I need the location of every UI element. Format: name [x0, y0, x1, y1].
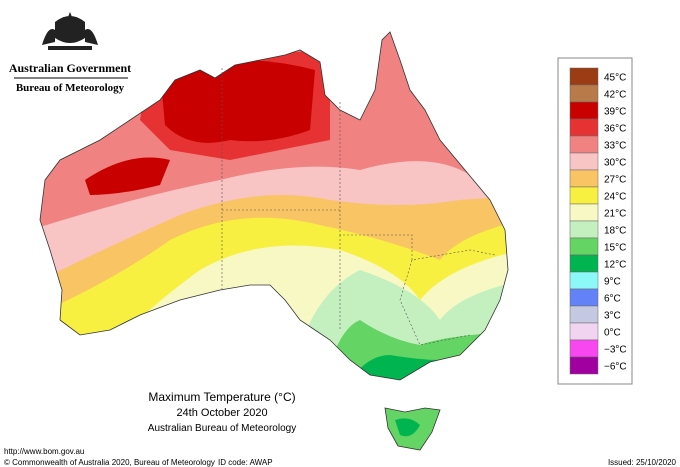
government: Australian Government: [9, 61, 131, 75]
coat-of-arms: [42, 12, 98, 50]
map-source: Australian Bureau of Meteorology: [148, 423, 296, 434]
legend-swatch: [569, 220, 599, 239]
id-code: ID code: AWAP: [218, 458, 273, 467]
legend-swatch: [569, 186, 599, 205]
legend-swatch: [569, 322, 599, 341]
legend: 45°C 42°C 39°C 36°C 33°C 30°C 27°C 24°C 21°C 18°C…: [569, 67, 627, 375]
legend-swatch: [569, 339, 599, 358]
legend-label: 42°C: [604, 90, 626, 101]
legend-label: 30°C: [604, 158, 626, 169]
legend-label: 36°C: [604, 124, 626, 135]
legend-swatch: [569, 203, 599, 222]
legend-label: 33°C: [604, 141, 626, 152]
legend-label: 45°C: [604, 73, 626, 84]
state-borders: [221, 68, 496, 346]
tasmania-highlands: [395, 418, 420, 437]
legend-swatch: [569, 118, 599, 137]
legend-label: 21°C: [604, 209, 626, 220]
legend-label: 0°C: [604, 328, 621, 339]
map-title: Maximum Temperature (°C): [148, 390, 295, 404]
legend-label: 27°C: [604, 175, 626, 186]
legend-label: −6°C: [604, 362, 627, 373]
legend-swatch: [569, 84, 599, 103]
copyright: © Commonwealth of Australia 2020, Bureau…: [4, 458, 215, 467]
legend-swatch: [569, 67, 599, 86]
legend-swatch: [569, 288, 599, 307]
legend-swatch: [569, 356, 599, 375]
legend-label: 9°C: [604, 277, 621, 288]
legend-swatch: [569, 271, 599, 290]
legend-label: 3°C: [604, 311, 621, 322]
temperature-map: [40, 32, 508, 380]
url: http://www.bom.gov.au: [4, 447, 84, 456]
legend-swatch: [569, 237, 599, 256]
issued: Issued: 25/10/2020: [608, 458, 677, 467]
coastline: [39, 31, 509, 381]
legend-label: 39°C: [604, 107, 626, 118]
legend-swatch: [569, 101, 599, 120]
legend-swatch: [569, 135, 599, 154]
legend-label: 24°C: [604, 192, 626, 203]
map-date: 24th October 2020: [176, 407, 267, 419]
legend-label: −3°C: [604, 345, 627, 356]
legend-label: 15°C: [604, 243, 626, 254]
legend-swatch: [569, 152, 599, 171]
legend-label: 6°C: [604, 294, 621, 305]
bureau: Bureau of Meteorology: [16, 82, 125, 94]
legend-label: 18°C: [604, 226, 626, 237]
legend-label: 12°C: [604, 260, 626, 271]
legend-swatch: [569, 169, 599, 188]
legend-swatch: [569, 254, 599, 273]
legend-swatch: [569, 305, 599, 324]
